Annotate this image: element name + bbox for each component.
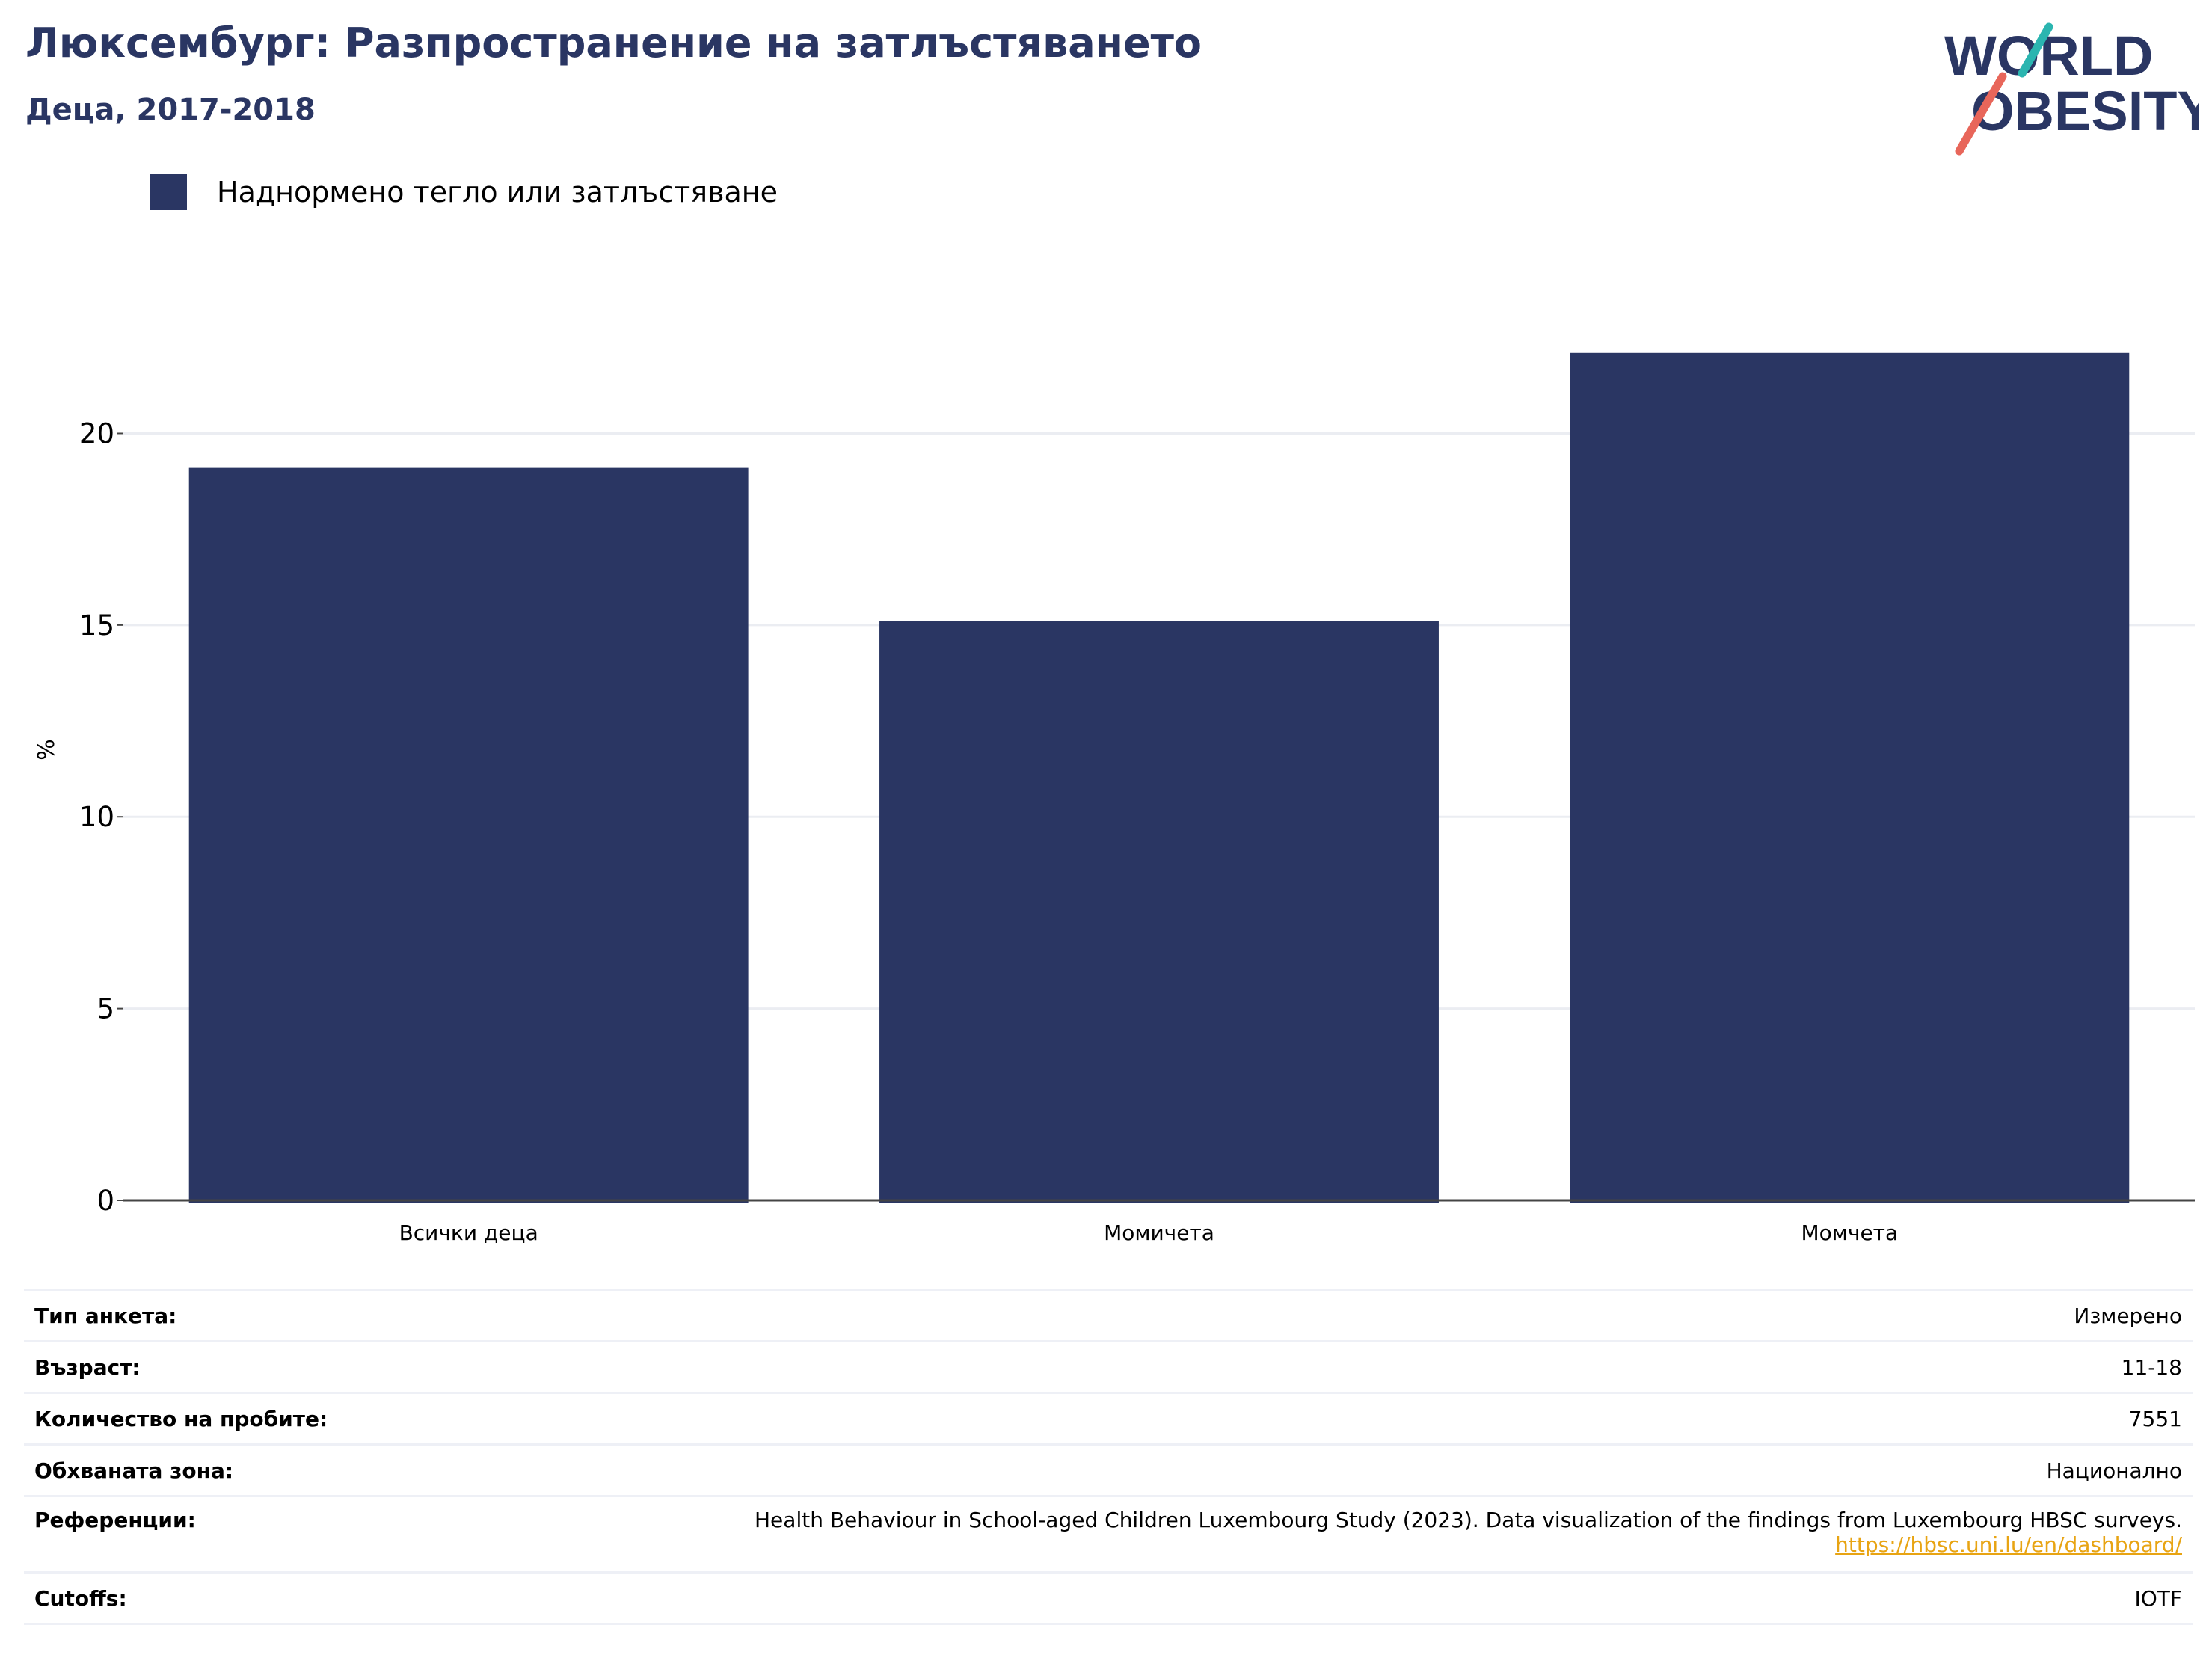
meta-row-survey-type: Тип анкета: Измерено (24, 1291, 2193, 1342)
meta-value: Национално (2046, 1458, 2182, 1483)
meta-key: Референции: (34, 1508, 196, 1532)
logo-coral-slash (1955, 72, 2007, 156)
world-obesity-logo: WORLD OBESITY (1944, 22, 2199, 156)
meta-row-cutoffs: Cutoffs: IOTF (24, 1574, 2193, 1625)
meta-value: Health Behaviour in School-aged Children… (755, 1508, 2182, 1557)
meta-value: 7551 (2128, 1406, 2182, 1431)
meta-value: Измерено (2074, 1303, 2182, 1328)
reference-link[interactable]: https://hbsc.uni.lu/en/dashboard/ (1835, 1532, 2182, 1557)
y-tick-label: 10 (79, 801, 114, 833)
bar (188, 467, 749, 1203)
reference-text: Health Behaviour in School-aged Children… (755, 1508, 2182, 1532)
meta-row-sample-size: Количество на пробите: 7551 (24, 1394, 2193, 1446)
bar (1570, 352, 2130, 1203)
meta-row-area-covered: Обхваната зона: Национално (24, 1446, 2193, 1497)
axes: 0 5 10 15 20 Всички деца Момичета Момчета% (34, 417, 2195, 1245)
bar-chart: 0 5 10 15 20 Всички деца Момичета Момчета% (34, 352, 2195, 1245)
x-tick-label: Момчета (1801, 1221, 1899, 1245)
x-tick-label: Момичета (1104, 1221, 1214, 1245)
logo-teal-slash (2018, 22, 2053, 78)
y-axis-label: % (34, 739, 60, 761)
x-tick-label: Всички деца (399, 1221, 538, 1245)
meta-row-age: Възраст: 11-18 (24, 1342, 2193, 1394)
bar (879, 621, 1439, 1203)
y-tick-label: 5 (96, 993, 114, 1025)
meta-key: Cutoffs: (34, 1585, 127, 1611)
meta-value: 11-18 (2121, 1354, 2182, 1380)
legend-label: Наднормено тегло или затлъстяване (217, 175, 778, 209)
y-tick-label: 20 (79, 417, 114, 449)
chart-legend: Наднормено тегло или затлъстяване (150, 174, 778, 210)
meta-row-references: Референции: Health Behaviour in School-a… (24, 1497, 2193, 1574)
legend-swatch (150, 174, 187, 210)
metadata-table: Тип анкета: Измерено Възраст: 11-18 Коли… (24, 1289, 2193, 1625)
meta-value: IOTF (2134, 1585, 2182, 1611)
logo-line2: OBESITY (1971, 80, 2199, 142)
meta-key: Количество на пробите: (34, 1406, 328, 1431)
meta-key: Обхваната зона: (34, 1458, 234, 1483)
chart-title: Люксембург: Разпространение на затлъстяв… (25, 19, 1202, 67)
chart-subtitle: Деца, 2017-2018 (25, 93, 316, 127)
y-tick-label: 15 (79, 610, 114, 642)
bars (188, 352, 2130, 1203)
meta-key: Възраст: (34, 1354, 141, 1380)
meta-key: Тип анкета: (34, 1303, 177, 1328)
y-tick-label: 0 (96, 1185, 114, 1217)
